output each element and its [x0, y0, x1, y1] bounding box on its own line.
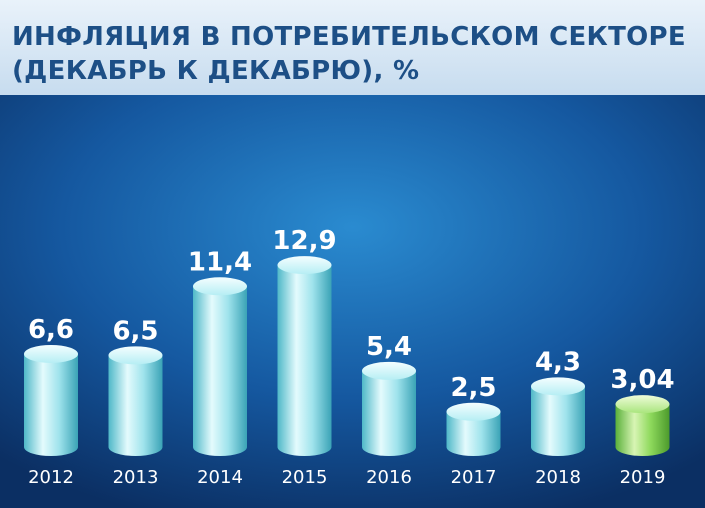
- x-tick-label-2013: 2013: [113, 467, 159, 488]
- chart-title-line-2: (ДЕКАБРЬ К ДЕКАБРЮ), %: [12, 56, 420, 86]
- data-label-2019: 3,04: [610, 365, 674, 395]
- bar-top-2012: [24, 344, 78, 363]
- bar-body-2019: [615, 404, 670, 456]
- bars-layer: [24, 256, 670, 456]
- x-tick-label-2012: 2012: [28, 467, 74, 488]
- x-tick-label-2018: 2018: [535, 467, 581, 488]
- bar-2016: [362, 361, 416, 456]
- data-label-2012: 6,6: [28, 315, 74, 345]
- bar-2013: [108, 346, 163, 456]
- data-label-2013: 6,5: [112, 316, 158, 346]
- bar-top-2014: [193, 277, 247, 296]
- x-tick-label-2016: 2016: [366, 467, 412, 488]
- bar-2012: [24, 344, 78, 456]
- bar-chart: 6,6 2012 6,5 2013 11,4 2014 12,9 2015 5,4 2016 2,5…: [0, 95, 705, 508]
- bar-body-2012: [24, 353, 78, 456]
- bar-2014: [193, 277, 247, 456]
- x-tick-label-2014: 2014: [197, 467, 243, 488]
- bar-body-2016: [362, 370, 416, 456]
- bar-body-2014: [193, 286, 247, 456]
- bar-body-2017: [446, 411, 501, 456]
- bar-2017: [446, 402, 501, 456]
- bar-top-2017: [446, 402, 501, 421]
- bar-2018: [531, 377, 585, 456]
- bar-body-2013: [108, 355, 163, 456]
- bar-top-2016: [362, 361, 416, 380]
- x-tick-label-2019: 2019: [620, 467, 666, 488]
- x-tick-label-2017: 2017: [451, 467, 497, 488]
- bar-body-2015: [277, 265, 332, 456]
- x-tick-label-2015: 2015: [282, 467, 328, 488]
- chart-header: ИНФЛЯЦИЯ В ПОТРЕБИТЕЛЬСКОМ СЕКТОРЕ (ДЕКА…: [0, 0, 705, 95]
- data-label-2015: 12,9: [272, 226, 336, 256]
- bar-2019: [615, 395, 670, 456]
- bar-top-2015: [277, 256, 332, 275]
- bar-2015: [277, 256, 332, 456]
- bar-top-2018: [531, 377, 585, 396]
- chart-background: [0, 95, 705, 508]
- bar-top-2019: [615, 395, 670, 414]
- data-label-2014: 11,4: [188, 247, 252, 277]
- data-label-2018: 4,3: [535, 347, 581, 377]
- labels-layer: 6,6 2012 6,5 2013 11,4 2014 12,9 2015 5,4 2016 2,5…: [28, 226, 675, 488]
- data-label-2016: 5,4: [366, 332, 412, 362]
- bar-top-2013: [108, 346, 163, 365]
- data-label-2017: 2,5: [450, 373, 496, 403]
- chart-title-line-1: ИНФЛЯЦИЯ В ПОТРЕБИТЕЛЬСКОМ СЕКТОРЕ: [12, 22, 686, 52]
- bar-body-2018: [531, 386, 585, 456]
